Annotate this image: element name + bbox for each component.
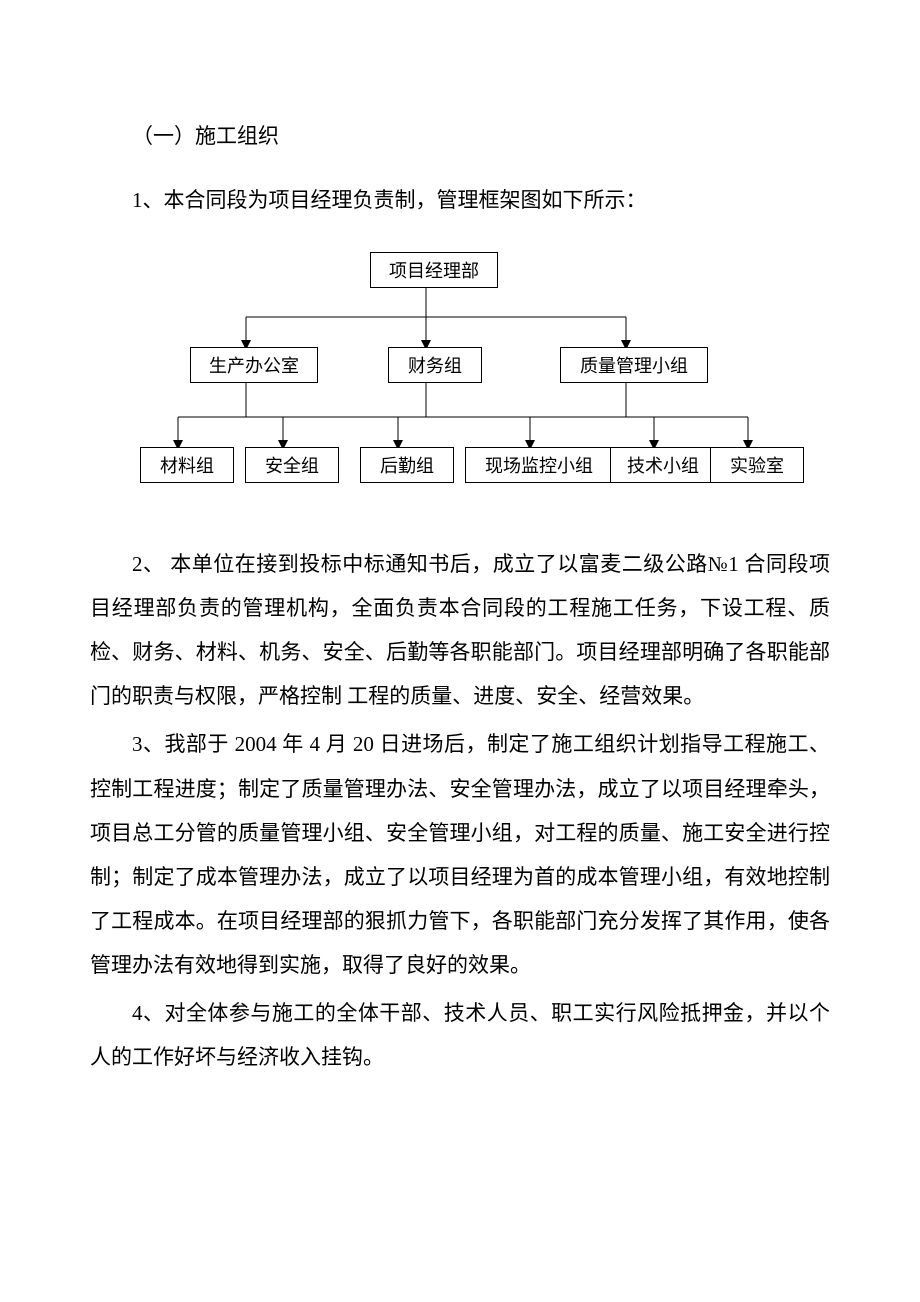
org-node-top: 项目经理部 xyxy=(370,252,498,288)
paragraph-2: 2、 本单位在接到投标中标通知书后，成立了以富麦二级公路№1 合同段项目经理部负… xyxy=(90,542,830,718)
org-node-bot5: 技术小组 xyxy=(610,447,716,483)
org-node-bot6: 实验室 xyxy=(710,447,804,483)
org-node-bot2: 安全组 xyxy=(245,447,339,483)
paragraph-4: 4、对全体参与施工的全体干部、技术人员、职工实行风险抵押金，并以个人的工作好坏与… xyxy=(90,991,830,1079)
org-node-mid3: 质量管理小组 xyxy=(560,347,708,383)
org-node-mid2: 财务组 xyxy=(388,347,482,383)
paragraph-3: 3、我部于 2004 年 4 月 20 日进场后，制定了施工组织计划指导工程施工… xyxy=(90,722,830,987)
org-node-mid1: 生产办公室 xyxy=(190,347,318,383)
org-node-bot4: 现场监控小组 xyxy=(465,447,613,483)
org-node-bot3: 后勤组 xyxy=(360,447,454,483)
section-heading: （一）施工组织 xyxy=(90,120,830,150)
paragraph-1: 1、本合同段为项目经理负责制，管理框架图如下所示： xyxy=(90,178,830,222)
org-node-bot1: 材料组 xyxy=(140,447,234,483)
org-chart: 项目经理部生产办公室财务组质量管理小组材料组安全组后勤组现场监控小组技术小组实验… xyxy=(130,252,790,512)
